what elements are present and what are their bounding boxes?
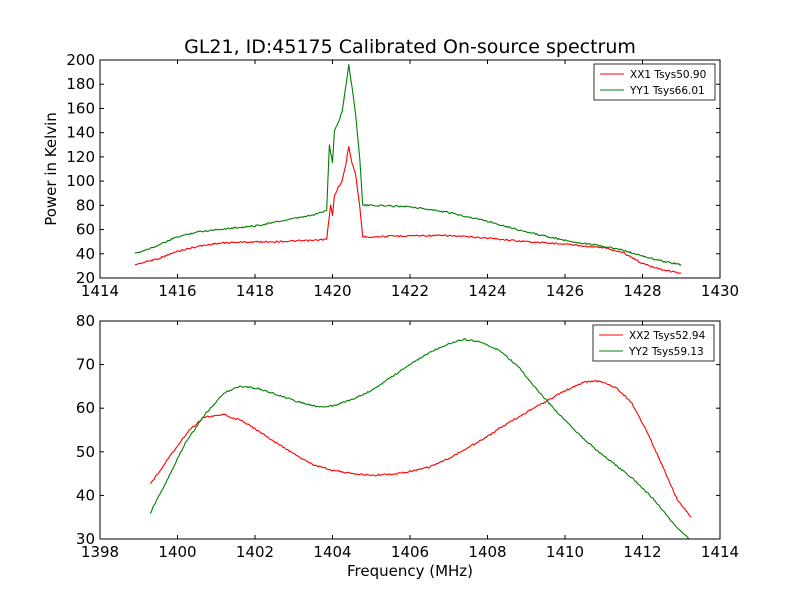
y-tick-label: 80: [76, 312, 95, 330]
x-tick-label: 1408: [468, 543, 506, 561]
top-y-tick-labels: 20 40 60 80 100 120 140 160 180 200: [66, 51, 95, 287]
bottom-plot-frame: [99, 320, 721, 540]
legend-label-yy2: YY2 Tsys59.13: [628, 346, 704, 358]
x-tick-label: 1422: [391, 282, 429, 300]
bottom-y-tick-labels: 30 40 50 60 70 80: [76, 312, 95, 548]
top-series-lines: [134, 64, 682, 274]
y-tick-label: 30: [76, 530, 95, 548]
x-tick-label: 1398: [81, 543, 119, 561]
chart-title: GL21, ID:45175 Calibrated On-source spec…: [184, 36, 636, 58]
x-tick-label: 1412: [623, 543, 661, 561]
x-tick-label: 1416: [158, 282, 196, 300]
y-tick-label: 50: [76, 443, 95, 461]
x-tick-label: 1426: [546, 282, 584, 300]
x-axis-label: Frequency (MHz): [347, 562, 473, 580]
y-tick-label: 60: [76, 221, 95, 239]
legend-box: [593, 63, 716, 101]
x-tick-label: 1404: [313, 543, 351, 561]
x-tick-label: 1420: [313, 282, 351, 300]
spectrum-chart-top: GL21, ID:45175 Calibrated On-source spec…: [42, 36, 739, 300]
y-tick-label: 180: [66, 75, 95, 93]
bottom-legend: XX2 Tsys52.94 YY2 Tsys59.13: [592, 324, 715, 362]
x-tick-label: 1414: [81, 282, 119, 300]
bottom-x-tick-labels: 1398 1400 1402 1404 1406 1408 1410 1412 1414: [81, 543, 739, 561]
x-tick-label: 1410: [546, 543, 584, 561]
y-tick-label: 40: [76, 245, 95, 263]
x-tick-label: 1418: [236, 282, 274, 300]
y-tick-label: 100: [66, 172, 95, 190]
x-tick-label: 1414: [701, 543, 739, 561]
legend-label-yy1: YY1 Tsys66.01: [629, 85, 705, 97]
y-tick-label: 80: [76, 196, 95, 214]
series-line-2: [134, 64, 682, 266]
legend-label-xx2: XX2 Tsys52.94: [629, 330, 706, 342]
series-line-1: [149, 380, 692, 518]
y-tick-label: 160: [66, 99, 95, 117]
series-line-1: [134, 145, 682, 274]
y-tick-label: 140: [66, 124, 95, 142]
x-tick-label: 1402: [236, 543, 274, 561]
x-tick-label: 1406: [391, 543, 429, 561]
series-line-2: [149, 338, 690, 540]
legend-box: [592, 324, 715, 362]
bottom-series-lines: [149, 338, 692, 540]
y-tick-label: 20: [76, 269, 95, 287]
x-tick-label: 1430: [701, 282, 739, 300]
top-legend: XX1 Tsys50.90 YY1 Tsys66.01: [593, 63, 716, 101]
y-tick-label: 200: [66, 51, 95, 69]
y-tick-label: 70: [76, 356, 95, 374]
x-tick-label: 1400: [158, 543, 196, 561]
y-tick-label: 60: [76, 399, 95, 417]
y-axis-label: Power in Kelvin: [42, 112, 60, 226]
top-x-tick-labels: 1414 1416 1418 1420 1422 1424 1426 1428 1430: [81, 282, 739, 300]
x-tick-label: 1424: [468, 282, 506, 300]
top-plot-frame: [99, 59, 721, 279]
x-tick-label: 1428: [623, 282, 661, 300]
legend-label-xx1: XX1 Tsys50.90: [630, 69, 706, 81]
y-tick-label: 120: [66, 148, 95, 166]
spectrum-chart-bottom: Frequency (MHz) 1398 1400 1402 1404 1406 1408…: [76, 312, 739, 580]
y-tick-label: 40: [76, 486, 95, 504]
